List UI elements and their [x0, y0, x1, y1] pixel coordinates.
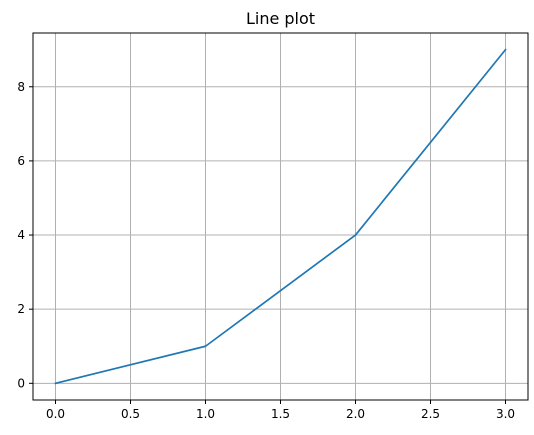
x-tick-label: 2.0 — [346, 407, 365, 421]
x-tick-label: 0.0 — [46, 407, 65, 421]
tick-layer: 0.0 0.5 1.0 1.5 2.0 2.5 3.0 0 2 4 6 8 — [17, 80, 515, 421]
x-tick-label: 1.0 — [196, 407, 215, 421]
y-tick-label: 4 — [17, 228, 25, 242]
grid-lines — [33, 33, 528, 400]
y-tick-label: 2 — [17, 302, 25, 316]
chart-title: Line plot — [246, 9, 315, 28]
x-tick-label: 3.0 — [496, 407, 515, 421]
y-tick-label: 8 — [17, 80, 25, 94]
series-layer — [54, 48, 507, 385]
x-tick-label: 1.5 — [271, 407, 290, 421]
x-tick-label: 0.5 — [121, 407, 140, 421]
series-line — [54, 48, 507, 385]
y-tick-label: 0 — [17, 376, 25, 390]
y-tick-label: 6 — [17, 154, 25, 168]
x-tick-label: 2.5 — [421, 407, 440, 421]
